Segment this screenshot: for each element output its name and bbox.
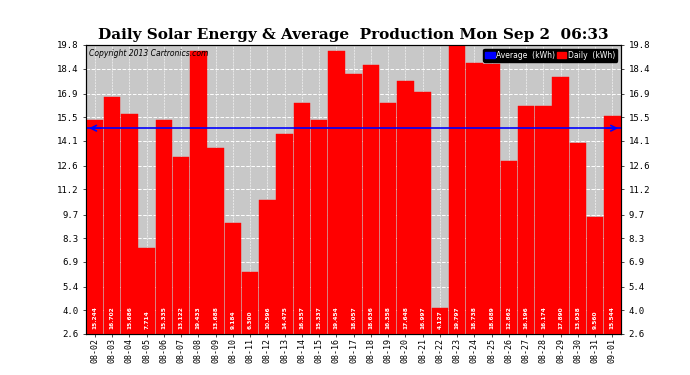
Bar [570, 143, 586, 334]
Bar [104, 97, 120, 334]
Text: 15.335: 15.335 [161, 306, 166, 329]
Title: Daily Solar Energy & Average  Production Mon Sep 2  06:33: Daily Solar Energy & Average Production … [98, 28, 609, 42]
Bar [87, 120, 103, 334]
Bar [311, 120, 327, 334]
Text: 18.057: 18.057 [351, 306, 356, 329]
Bar [208, 148, 224, 334]
Text: 18.636: 18.636 [368, 306, 373, 329]
Text: 9.560: 9.560 [593, 310, 598, 329]
Text: 19.454: 19.454 [334, 306, 339, 329]
Bar [259, 200, 275, 334]
Bar [328, 51, 344, 334]
Text: 16.997: 16.997 [420, 306, 425, 329]
Text: 17.648: 17.648 [403, 306, 408, 329]
Bar [173, 157, 189, 334]
Bar [397, 81, 413, 334]
Text: 13.938: 13.938 [575, 306, 580, 329]
Bar [466, 63, 482, 334]
Text: 15.544: 15.544 [610, 306, 615, 329]
Bar [484, 64, 500, 334]
Bar [449, 45, 465, 334]
Bar [156, 120, 172, 334]
Text: 16.174: 16.174 [541, 306, 546, 329]
Bar [415, 92, 431, 334]
Bar [139, 248, 155, 334]
Text: 19.797: 19.797 [455, 306, 460, 329]
Text: 4.127: 4.127 [437, 310, 442, 329]
Text: 14.475: 14.475 [282, 306, 287, 329]
Text: 12.862: 12.862 [506, 306, 511, 329]
Text: 13.688: 13.688 [213, 306, 218, 329]
Bar [242, 272, 258, 334]
Bar [518, 105, 534, 334]
Bar [432, 308, 448, 334]
Text: Copyright 2013 Cartronics.com: Copyright 2013 Cartronics.com [89, 50, 208, 58]
Text: 16.702: 16.702 [110, 306, 115, 329]
Bar [277, 134, 293, 334]
Text: 15.244: 15.244 [92, 306, 97, 329]
Text: 16.357: 16.357 [299, 306, 304, 329]
Text: 13.122: 13.122 [179, 306, 184, 329]
Text: 18.738: 18.738 [472, 306, 477, 329]
Bar [346, 74, 362, 334]
Text: 18.689: 18.689 [489, 306, 494, 329]
Bar [121, 114, 137, 334]
Bar [501, 162, 517, 334]
Bar [587, 217, 603, 334]
Legend: Average  (kWh), Daily  (kWh): Average (kWh), Daily (kWh) [484, 49, 617, 62]
Bar [553, 77, 569, 334]
Text: 19.433: 19.433 [196, 306, 201, 329]
Bar [380, 103, 396, 334]
Text: 16.358: 16.358 [386, 306, 391, 329]
Bar [225, 223, 241, 334]
Bar [190, 51, 206, 334]
Bar [294, 103, 310, 334]
Text: 6.300: 6.300 [248, 310, 253, 329]
Bar [535, 106, 551, 334]
Text: 15.337: 15.337 [317, 306, 322, 329]
Text: 9.184: 9.184 [230, 310, 235, 329]
Text: 10.596: 10.596 [265, 306, 270, 329]
Bar [363, 64, 379, 334]
Bar [604, 117, 620, 334]
Text: 15.686: 15.686 [127, 306, 132, 329]
Text: 7.714: 7.714 [144, 310, 149, 329]
Text: 17.890: 17.890 [558, 306, 563, 329]
Text: 16.196: 16.196 [524, 306, 529, 329]
